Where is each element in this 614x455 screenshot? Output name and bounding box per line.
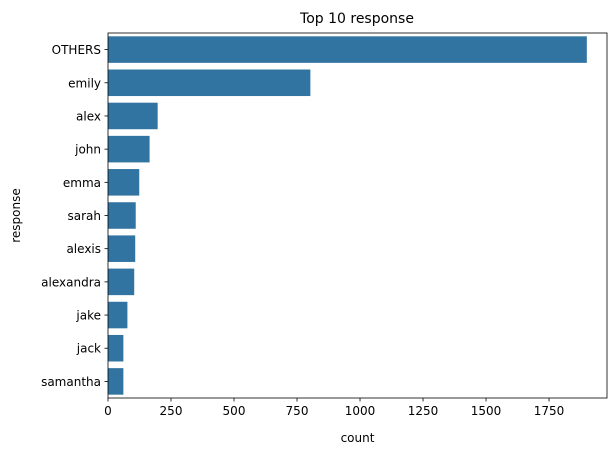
bar-alex bbox=[108, 102, 158, 130]
x-axis-ticks: 0 250 500 750 1000 1250 1500 1750 bbox=[104, 398, 564, 418]
y-tick-label: emma bbox=[63, 176, 101, 190]
bar-alexis bbox=[108, 235, 136, 262]
y-tick-label: emily bbox=[68, 76, 101, 90]
chart-title: Top 10 response bbox=[299, 11, 414, 27]
y-tick-label: jake bbox=[75, 309, 101, 323]
plot-frame bbox=[107, 32, 608, 399]
bar-emily bbox=[108, 69, 311, 97]
bar-others bbox=[108, 36, 587, 63]
y-tick-label: samantha bbox=[41, 375, 101, 389]
bar-alexandra bbox=[108, 268, 135, 296]
bar-jack bbox=[108, 334, 124, 362]
y-tick-label: sarah bbox=[68, 209, 102, 223]
y-tick-label: john bbox=[74, 143, 101, 157]
x-tick-label: 1750 bbox=[534, 404, 565, 418]
bar-sarah bbox=[108, 202, 136, 229]
y-tick-label: alex bbox=[76, 109, 101, 123]
x-axis-title: count bbox=[341, 431, 375, 445]
x-tick-label: 1250 bbox=[408, 404, 439, 418]
bar-emma bbox=[108, 169, 140, 196]
x-tick-label: 750 bbox=[286, 404, 309, 418]
x-tick-label: 0 bbox=[104, 404, 112, 418]
y-tick-label: jack bbox=[76, 342, 101, 356]
bar-samantha bbox=[108, 368, 124, 395]
y-tick-label: OTHERS bbox=[52, 43, 101, 57]
y-tick-label: alexis bbox=[66, 242, 101, 256]
x-tick-label: 1500 bbox=[471, 404, 502, 418]
x-tick-label: 250 bbox=[160, 404, 183, 418]
bars-group bbox=[108, 36, 587, 395]
y-tick-label: alexandra bbox=[41, 275, 101, 289]
x-tick-label: 500 bbox=[223, 404, 246, 418]
y-axis-ticks: OTHERS emily alex john emma sarah alexis alexan… bbox=[41, 43, 108, 389]
bar-john bbox=[108, 135, 150, 163]
y-axis-title: response bbox=[9, 188, 23, 243]
x-tick-label: 1000 bbox=[345, 404, 376, 418]
bar-jake bbox=[108, 301, 128, 329]
